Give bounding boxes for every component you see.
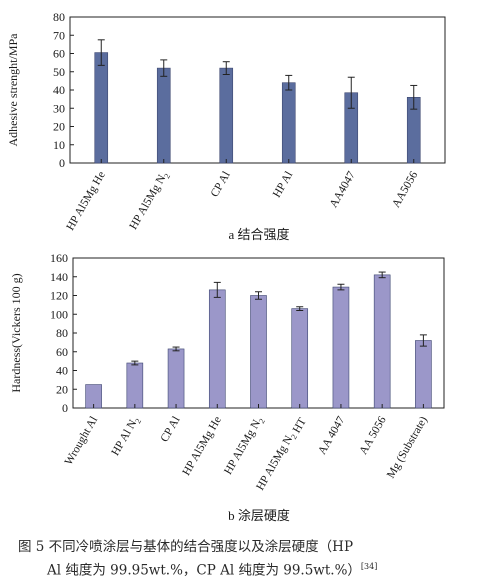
x-tick-label: HP Al5Mg N2 HT [254,415,309,495]
y-tick-label: 30 [53,101,65,115]
x-tick-label: HP Al5Mg He [180,415,223,478]
bar [281,82,296,164]
chart-hardness: 0 20 40 60 80 100 120 140 160 Hardness(Vickers 10… [9,251,445,523]
x-tick-label: CP Al [159,415,183,445]
bar [94,52,109,164]
bar [208,289,226,409]
bar [415,340,432,409]
x-tick-label: HP Al [271,170,295,200]
caption-line-2: Al 纯度为 99.95wt.%，CP Al 纯度为 99.5wt.%）[34] [47,557,377,581]
y-tick-label: 80 [53,10,65,24]
y-axis-label: Adhesive strenght/MPa [6,33,20,147]
x-tick-label: Wrought Al [63,415,100,468]
y-tick-label: 20 [53,120,65,134]
y-tick-label: 0 [59,156,65,170]
y-tick-label: 160 [50,251,68,265]
y-tick-label: 50 [53,65,65,79]
panel-label: a 结合强度 [228,227,289,242]
y-tick-label: 60 [56,345,68,359]
y-tick-label: 100 [50,307,68,321]
plot-frame [69,16,446,164]
figure: 0 10 20 30 40 50 60 70 80 Adhesive strenght/MPa HP… [6,10,446,523]
bar [167,348,185,409]
y-tick-label: 120 [50,289,68,303]
bar [219,67,234,164]
y-tick-label: 20 [56,382,68,396]
y-tick-label: 40 [53,83,65,97]
x-tick-label: Mg (Substrate) [385,414,430,480]
y-tick-label: 0 [62,401,68,415]
caption-line-1: 图 5 不同冷喷涂层与基体的结合强度以及涂层硬度（HP [18,539,354,555]
x-tick-label: AA 5056 [357,414,388,456]
x-tick-label: AA5056 [390,169,420,210]
caption-line-2-text: Al 纯度为 99.95wt.%，CP Al 纯度为 99.5wt.%） [47,562,361,579]
x-tick-label: HP Al5Mg N2 [127,170,172,233]
bar [291,308,309,409]
x-tick-label: AA4047 [328,169,358,210]
panel-label: b 涂层硬度 [228,508,290,523]
y-tick-label: 60 [53,47,65,61]
bar [332,286,350,409]
y-tick-label: 40 [56,364,68,378]
bar [373,274,391,409]
x-tick-label: CP Al [209,170,233,200]
y-axis-label: Hardness(Vickers 100 g) [9,273,23,392]
y-tick-label: 140 [50,270,68,284]
chart-adhesive-strength: 0 10 20 30 40 50 60 70 80 Adhesive strenght/MPa HP… [6,10,446,242]
x-tick-label: AA 4047 [316,414,347,456]
y-tick-label: 70 [53,28,65,42]
y-tick-label: 10 [53,138,65,152]
caption-reference: [34] [360,562,378,571]
bar [250,295,267,409]
y-tick-label: 80 [56,326,68,340]
bar [156,67,171,164]
x-tick-label: HP Al5Mg N2 [222,415,267,478]
bar [126,362,144,409]
x-tick-label: HP Al5Mg He [64,170,107,233]
x-tick-label: HP Al N2 [109,415,143,459]
